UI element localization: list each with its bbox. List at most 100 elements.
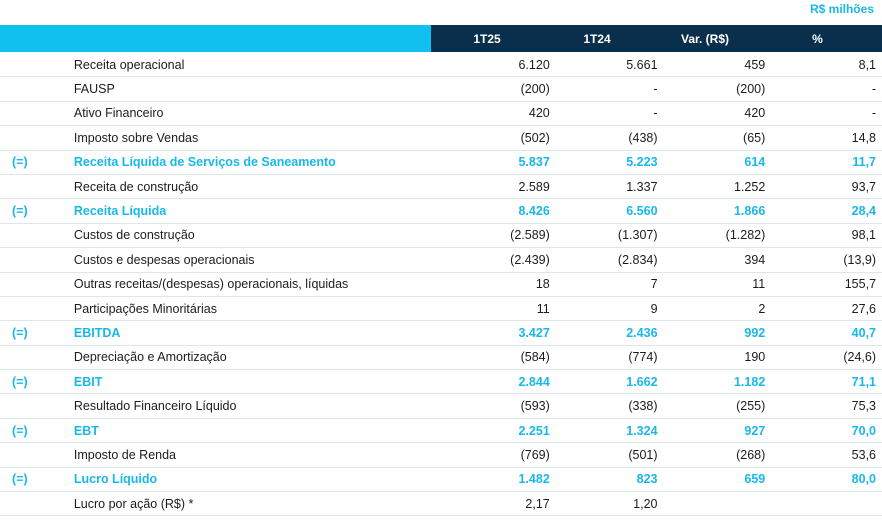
value-var: 11 xyxy=(752,277,766,292)
value-var: (200) xyxy=(736,82,766,97)
value-1t24: - xyxy=(653,106,658,121)
value-1t24: 823 xyxy=(636,472,658,487)
value-1t24: 2.436 xyxy=(626,325,658,340)
value-1t24: 9 xyxy=(650,301,658,316)
row-label: EBIT xyxy=(73,374,103,389)
value-percent: 28,4 xyxy=(851,204,877,219)
value-var: 1.866 xyxy=(733,204,766,219)
row-label: Receita de construção xyxy=(73,179,199,194)
table-header: 1T25 1T24 Var. (R$) % xyxy=(0,25,882,52)
row-label: Resultado Financeiro Líquido xyxy=(73,399,237,414)
value-1t25: (2.439) xyxy=(510,252,550,267)
value-var: (255) xyxy=(736,399,766,414)
row-label: FAUSP xyxy=(73,82,115,97)
row-label: Receita Líquida xyxy=(73,204,167,219)
value-var: 1.252 xyxy=(733,179,766,194)
value-percent: 27,6 xyxy=(851,301,877,316)
table-row: Depreciação e Amortização (584) (774) 190 (2… xyxy=(0,346,882,371)
row-label: Imposto de Renda xyxy=(73,447,177,462)
value-1t24: (774) xyxy=(628,350,658,365)
value-var: 659 xyxy=(744,472,766,487)
value-var: (65) xyxy=(743,130,766,145)
row-label: Ativo Financeiro xyxy=(73,106,164,121)
table-row: Custos de construção (2.589) (1.307) (1.282… xyxy=(0,224,882,249)
header-columns: 1T25 1T24 Var. (R$) % xyxy=(431,25,882,52)
value-1t25: (2.589) xyxy=(510,228,550,243)
row-label: Custos de construção xyxy=(73,228,195,243)
table-row: (=) Receita Líquida de Serviços de Saneam… xyxy=(0,151,882,175)
column-header-var: Var. (R$) xyxy=(680,31,730,46)
value-1t25: (769) xyxy=(520,447,550,462)
value-1t24: 1.324 xyxy=(626,423,658,438)
unit-label: R$ milhões xyxy=(809,2,874,16)
value-1t24: 1.337 xyxy=(626,179,658,194)
value-1t24: 5.661 xyxy=(626,57,658,72)
table-row: (=) EBT 2.251 1.324 927 70,0 xyxy=(0,419,882,444)
value-percent: 71,1 xyxy=(851,374,877,389)
value-var: 2 xyxy=(758,301,766,316)
value-1t25: (200) xyxy=(520,82,550,97)
row-label: EBITDA xyxy=(73,325,121,340)
value-1t25: 3.427 xyxy=(518,325,550,340)
row-label: Imposto sobre Vendas xyxy=(73,130,199,145)
value-1t25: (502) xyxy=(520,130,550,145)
value-percent: (24,6) xyxy=(843,350,877,365)
value-1t24: (438) xyxy=(628,130,658,145)
value-1t25: 2.251 xyxy=(518,423,550,438)
value-1t24: 1,20 xyxy=(633,496,658,511)
table-row: (=) EBITDA 3.427 2.436 992 40,7 xyxy=(0,321,882,346)
value-1t25: 8.426 xyxy=(518,204,550,219)
row-label: Receita Líquida de Serviços de Saneament… xyxy=(73,155,336,170)
value-percent: 11,7 xyxy=(852,155,877,170)
table-row: Imposto de Renda (769) (501) (268) 53,6 xyxy=(0,443,882,468)
value-percent: 80,0 xyxy=(851,472,877,487)
value-percent: (13,9) xyxy=(843,252,877,267)
value-1t25: 2.589 xyxy=(518,179,550,194)
value-1t25: (593) xyxy=(520,399,550,414)
table-row: (=) Receita Líquida 8.426 6.560 1.866 28,4 xyxy=(0,199,882,224)
value-percent: 75,3 xyxy=(851,399,877,414)
table-row: Receita de construção 2.589 1.337 1.252 93,7 xyxy=(0,175,882,200)
row-prefix: (=) xyxy=(12,423,28,438)
column-header-1t24: 1T24 xyxy=(583,31,611,46)
column-header-1t25: 1T25 xyxy=(473,31,501,46)
value-1t24: 5.223 xyxy=(626,155,658,170)
value-var: 992 xyxy=(744,325,766,340)
value-1t24: 6.560 xyxy=(626,204,658,219)
value-1t25: (584) xyxy=(520,350,550,365)
table-row: Receita operacional 6.120 5.661 459 8,1 xyxy=(0,53,882,78)
table-row: Outras receitas/(despesas) operacionais,… xyxy=(0,273,882,297)
row-label: Lucro por ação (R$) * xyxy=(73,496,194,511)
value-percent: 14,8 xyxy=(851,130,877,145)
row-label: Custos e despesas operacionais xyxy=(73,252,255,267)
row-label: Depreciação e Amortização xyxy=(73,350,227,365)
value-var: (268) xyxy=(736,447,766,462)
value-1t24: (501) xyxy=(628,447,658,462)
value-percent: 93,7 xyxy=(851,179,877,194)
value-percent: - xyxy=(871,82,877,97)
value-var: 927 xyxy=(744,423,766,438)
value-1t24: (338) xyxy=(628,399,658,414)
row-prefix: (=) xyxy=(12,155,28,170)
table-row: Resultado Financeiro Líquido (593) (338) (2… xyxy=(0,394,882,419)
table-row: Participações Minoritárias 11 9 2 27,6 xyxy=(0,297,882,322)
table-row: (=) EBIT 2.844 1.662 1.182 71,1 xyxy=(0,370,882,395)
table-row: FAUSP (200) - (200) - xyxy=(0,77,882,102)
value-var: 614 xyxy=(744,155,766,170)
row-prefix: (=) xyxy=(12,374,28,389)
row-prefix: (=) xyxy=(12,204,28,219)
table-row: Lucro por ação (R$) * 2,17 1,20 xyxy=(0,492,882,517)
row-prefix: (=) xyxy=(12,325,28,340)
value-percent: 70,0 xyxy=(851,423,877,438)
value-var: (1.282) xyxy=(725,228,766,243)
value-1t25: 1.482 xyxy=(518,472,550,487)
row-label: Participações Minoritárias xyxy=(73,301,217,316)
value-1t25: 2,17 xyxy=(525,496,550,511)
row-prefix: (=) xyxy=(12,472,28,487)
value-1t25: 5.837 xyxy=(518,155,550,170)
value-percent: 8,1 xyxy=(858,57,877,72)
value-1t25: 6.120 xyxy=(518,57,550,72)
value-percent: 155,7 xyxy=(844,277,877,292)
value-var: 459 xyxy=(744,57,766,72)
row-label: Receita operacional xyxy=(73,57,185,72)
